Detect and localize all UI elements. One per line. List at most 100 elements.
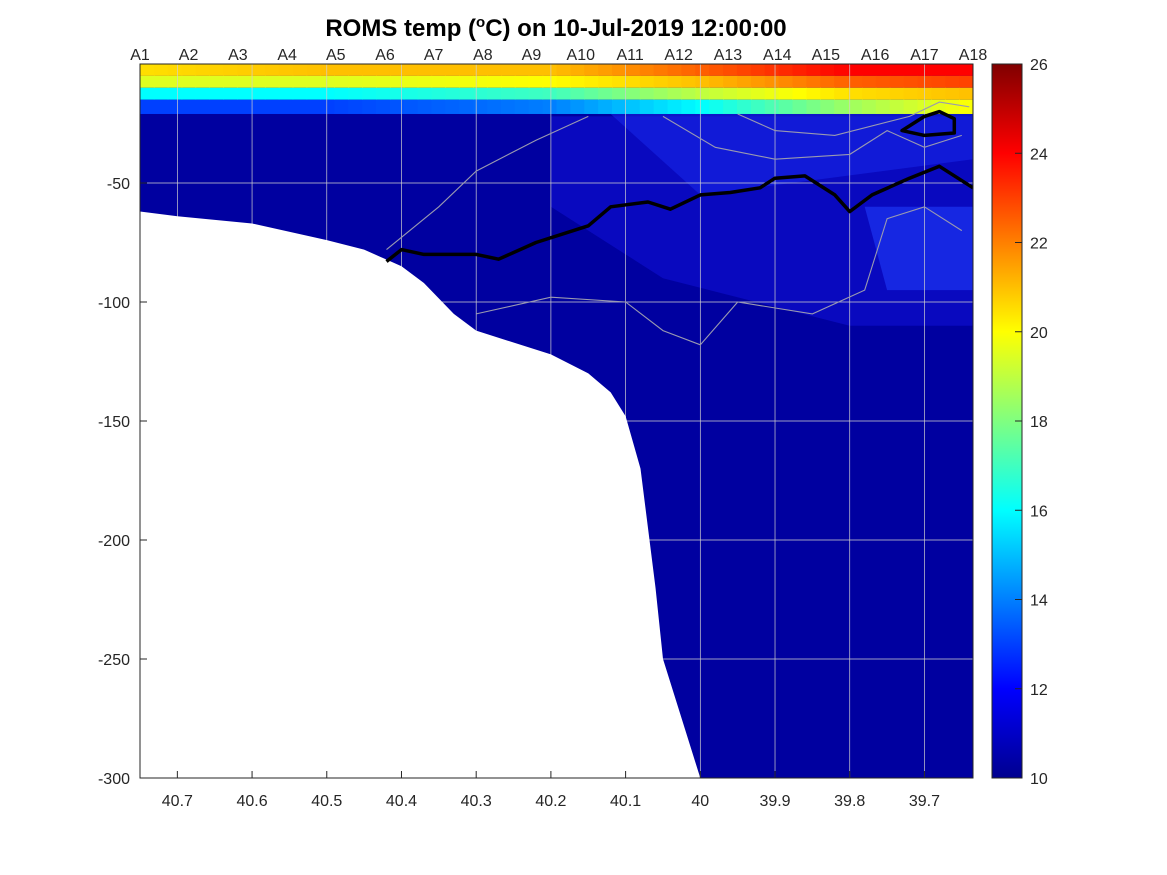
surface-cell (307, 100, 321, 114)
surface-cell (876, 76, 890, 88)
surface-cell (557, 76, 571, 88)
station-label: A6 (375, 47, 395, 64)
surface-cell (265, 88, 279, 100)
surface-cell (959, 64, 973, 76)
surface-cell (834, 88, 848, 100)
surface-cell (626, 64, 640, 76)
surface-cell (404, 76, 418, 88)
surface-cell (196, 88, 210, 100)
surface-cell (501, 100, 515, 114)
surface-cell (362, 76, 376, 88)
surface-cell (945, 100, 959, 114)
surface-cell (737, 88, 751, 100)
surface-cell (751, 76, 765, 88)
colorbar-tick-label: 24 (1030, 146, 1048, 163)
surface-cell (681, 88, 695, 100)
surface-cell (334, 88, 348, 100)
surface-cell (779, 76, 793, 88)
surface-cell (487, 100, 501, 114)
colorbar-tick-label: 26 (1030, 57, 1048, 74)
surface-cell (154, 76, 168, 88)
surface-cell (418, 76, 432, 88)
surface-cell (279, 100, 293, 114)
surface-cell (279, 76, 293, 88)
surface-cell (237, 76, 251, 88)
surface-cell (834, 64, 848, 76)
surface-cell (307, 88, 321, 100)
surface-cell (945, 76, 959, 88)
surface-cell (890, 76, 904, 88)
surface-cell (557, 64, 571, 76)
surface-cell (570, 88, 584, 100)
surface-cell (876, 64, 890, 76)
surface-cell (820, 64, 834, 76)
surface-cell (793, 64, 807, 76)
surface-cell (529, 88, 543, 100)
surface-cell (709, 100, 723, 114)
surface-cell (668, 100, 682, 114)
surface-cell (598, 100, 612, 114)
surface-cell (168, 100, 182, 114)
surface-cell (140, 64, 154, 76)
surface-cell (737, 64, 751, 76)
surface-cell (418, 88, 432, 100)
surface-cell (293, 100, 307, 114)
surface-cell (779, 88, 793, 100)
surface-cell (751, 100, 765, 114)
surface-cell (515, 100, 529, 114)
surface-cell (737, 100, 751, 114)
surface-cell (320, 76, 334, 88)
surface-cell (668, 76, 682, 88)
surface-cell (223, 100, 237, 114)
colorbar-tick-label: 18 (1030, 414, 1048, 431)
surface-cell (487, 76, 501, 88)
surface-cell (626, 76, 640, 88)
x-tick-label: 40.7 (162, 793, 193, 810)
surface-cell (570, 100, 584, 114)
colorbar-tick-label: 14 (1030, 593, 1048, 610)
surface-cell (765, 88, 779, 100)
station-label: A13 (714, 47, 743, 64)
surface-cell (182, 64, 196, 76)
surface-cell (237, 100, 251, 114)
surface-cell (348, 64, 362, 76)
surface-cell (418, 100, 432, 114)
surface-cell (793, 100, 807, 114)
surface-cell (890, 100, 904, 114)
station-label: A12 (664, 47, 693, 64)
surface-cell (709, 64, 723, 76)
surface-cell (543, 64, 557, 76)
surface-cell (334, 76, 348, 88)
surface-cell (848, 88, 862, 100)
x-tick-label: 39.9 (759, 793, 790, 810)
x-tick-label: 40.6 (236, 793, 267, 810)
surface-cell (515, 76, 529, 88)
surface-cell (640, 76, 654, 88)
surface-cell (418, 64, 432, 76)
surface-cell (654, 76, 668, 88)
surface-cell (362, 100, 376, 114)
surface-cell (501, 76, 515, 88)
surface-cell (793, 88, 807, 100)
surface-cell (862, 100, 876, 114)
surface-cell (265, 100, 279, 114)
surface-cell (501, 88, 515, 100)
x-tick-label: 40.2 (535, 793, 566, 810)
surface-cell (612, 88, 626, 100)
surface-cell (459, 76, 473, 88)
surface-cell (251, 64, 265, 76)
surface-cell (557, 100, 571, 114)
surface-cell (404, 64, 418, 76)
surface-cell (890, 64, 904, 76)
surface-cell (529, 76, 543, 88)
surface-cell (348, 76, 362, 88)
station-label: A7 (424, 47, 444, 64)
surface-cell (584, 76, 598, 88)
surface-cell (265, 76, 279, 88)
surface-cell (695, 100, 709, 114)
surface-cell (890, 88, 904, 100)
surface-cell (570, 76, 584, 88)
station-label: A9 (522, 47, 542, 64)
surface-cell (279, 88, 293, 100)
